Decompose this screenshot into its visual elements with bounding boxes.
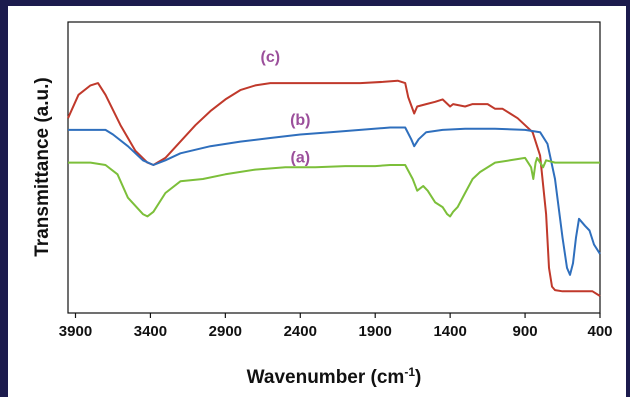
spectra (67, 79, 601, 297)
y-axis-title: Transmittance (a.u.) (32, 77, 53, 257)
x-tick-label: 1400 (433, 323, 466, 340)
x-tick-label: 2400 (284, 323, 317, 340)
curve-labels: (c) (b) (a) (261, 49, 311, 167)
x-tick-label: 400 (587, 323, 612, 340)
x-tick-label: 900 (513, 323, 538, 340)
x-axis-title: Wavenumber (cm-1) (247, 365, 422, 388)
x-axis-ticks: 3900 3400 2900 2400 1900 1400 900 400 (59, 313, 613, 340)
x-tick-label: 3400 (134, 323, 167, 340)
x-tick-label: 3900 (59, 323, 92, 340)
series-label-a: (a) (291, 150, 311, 167)
x-tick-label: 1900 (359, 323, 392, 340)
series-label-c: (c) (261, 49, 281, 66)
series-line-b (68, 126, 601, 276)
series-label-b: (b) (290, 112, 310, 129)
x-tick-label: 2900 (209, 323, 242, 340)
series-line-a (68, 156, 600, 218)
